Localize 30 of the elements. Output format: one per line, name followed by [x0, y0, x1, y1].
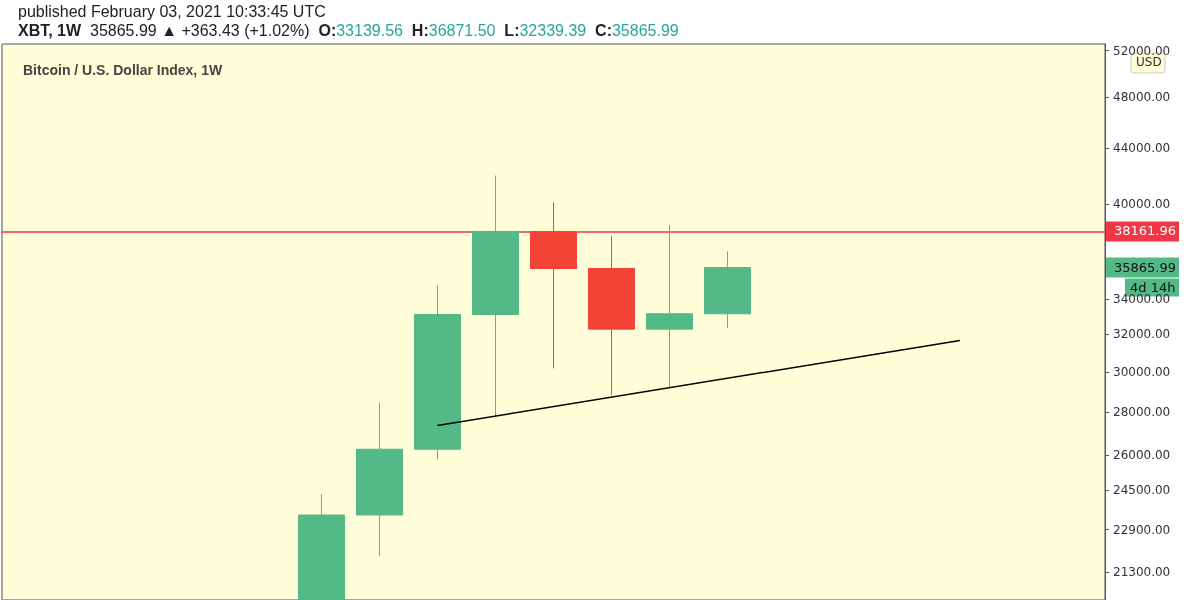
y-tick-label: 21300.00 [1113, 564, 1171, 579]
text: XBT, 1W [18, 21, 83, 39]
y-tick-label: 24500.00 [1113, 483, 1171, 498]
y-tick-label: 26000.00 [1113, 448, 1171, 463]
y-tick-label: 28000.00 [1113, 405, 1171, 420]
y-tick-label: 44000.00 [1113, 141, 1171, 156]
y-tick-label: 52000.00 [1113, 43, 1171, 58]
candlestick [588, 235, 635, 396]
text: Bitcoin / U.S. Dollar Index, 1W [23, 62, 223, 78]
candlestick [704, 250, 751, 329]
candlestick [298, 493, 345, 600]
candlestick [646, 224, 693, 388]
candlestick [356, 402, 403, 557]
ref-line-label: 38161.96 [1114, 223, 1177, 239]
candlestick [472, 175, 519, 417]
y-tick-label: 32000.00 [1113, 327, 1171, 342]
text: USD [1136, 55, 1162, 69]
text: C:35865.99 [595, 21, 679, 39]
text: L:32339.39 [504, 21, 587, 39]
text: published February 03, 2021 10:33:45 UTC [18, 2, 326, 20]
y-tick-label: 40000.00 [1113, 196, 1171, 211]
text: H:36871.50 [411, 21, 496, 39]
y-tick-label: 48000.00 [1113, 90, 1171, 105]
text: 35865.99 ▲ +363.43 (+1.02%) [90, 21, 310, 39]
candlestick [414, 284, 461, 460]
y-tick-label: 30000.00 [1113, 364, 1171, 379]
candlestick [530, 201, 577, 369]
y-tick-label: 22900.00 [1113, 522, 1171, 537]
text: 35865.99 [1114, 259, 1177, 275]
text: O:33139.56 [318, 21, 404, 39]
